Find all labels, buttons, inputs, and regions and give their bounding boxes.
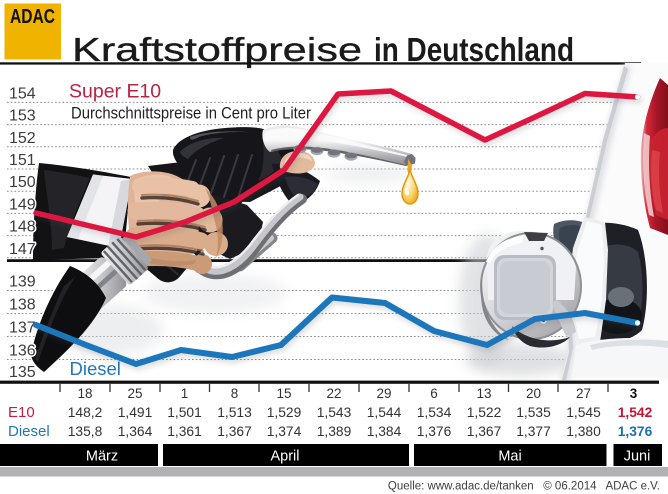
svg-text:E10: E10 bbox=[8, 404, 35, 421]
svg-text:1,535: 1,535 bbox=[516, 405, 551, 420]
svg-text:April: April bbox=[270, 449, 299, 465]
svg-text:27: 27 bbox=[576, 386, 591, 401]
svg-text:in Deutschland: in Deutschland bbox=[374, 31, 574, 68]
svg-text:154: 154 bbox=[9, 85, 36, 102]
svg-text:8: 8 bbox=[231, 386, 239, 401]
svg-text:1,389: 1,389 bbox=[317, 424, 352, 439]
svg-text:149: 149 bbox=[9, 196, 36, 213]
svg-text:1,374: 1,374 bbox=[267, 424, 302, 439]
svg-text:ADAC: ADAC bbox=[10, 6, 55, 28]
svg-text:135,8: 135,8 bbox=[68, 424, 103, 439]
svg-text:Diesel: Diesel bbox=[8, 423, 50, 440]
svg-text:29: 29 bbox=[376, 386, 391, 401]
svg-text:15: 15 bbox=[276, 386, 291, 401]
svg-text:1,364: 1,364 bbox=[118, 424, 153, 439]
svg-text:1,491: 1,491 bbox=[118, 405, 153, 420]
svg-text:152: 152 bbox=[9, 130, 36, 147]
svg-text:Kraftstoffpreise: Kraftstoffpreise bbox=[72, 31, 362, 68]
svg-text:1,543: 1,543 bbox=[317, 405, 352, 420]
svg-text:Diesel: Diesel bbox=[70, 358, 121, 379]
svg-text:1,534: 1,534 bbox=[417, 405, 452, 420]
svg-text:148: 148 bbox=[9, 219, 36, 236]
svg-text:3: 3 bbox=[630, 386, 638, 401]
svg-text:Mai: Mai bbox=[498, 449, 521, 465]
svg-text:18: 18 bbox=[77, 386, 92, 401]
svg-text:1,545: 1,545 bbox=[566, 405, 601, 420]
svg-text:13: 13 bbox=[476, 386, 491, 401]
svg-text:1,529: 1,529 bbox=[267, 405, 302, 420]
svg-text:1,377: 1,377 bbox=[516, 424, 551, 439]
svg-text:25: 25 bbox=[127, 386, 142, 401]
svg-text:März: März bbox=[86, 449, 118, 465]
svg-text:138: 138 bbox=[9, 297, 36, 314]
svg-text:1,542: 1,542 bbox=[618, 405, 653, 420]
svg-text:Durchschnittspreise in Cent pr: Durchschnittspreise in Cent pro Liter bbox=[71, 105, 312, 123]
svg-text:Quelle: www.adac.de/tanken ©: Quelle: www.adac.de/tanken © 06.2014 ADA… bbox=[388, 481, 660, 493]
svg-text:1,544: 1,544 bbox=[367, 405, 402, 420]
svg-text:1: 1 bbox=[181, 386, 189, 401]
svg-text:1,376: 1,376 bbox=[417, 424, 452, 439]
svg-text:1,501: 1,501 bbox=[167, 405, 202, 420]
svg-text:153: 153 bbox=[9, 108, 36, 125]
svg-text:135: 135 bbox=[9, 364, 36, 381]
svg-text:137: 137 bbox=[9, 320, 36, 337]
svg-text:1,367: 1,367 bbox=[467, 424, 502, 439]
svg-text:6: 6 bbox=[430, 386, 438, 401]
svg-text:136: 136 bbox=[9, 343, 36, 360]
svg-text:1,384: 1,384 bbox=[367, 424, 402, 439]
svg-text:1,376: 1,376 bbox=[618, 424, 653, 439]
svg-text:Juni: Juni bbox=[624, 449, 651, 465]
svg-text:1,367: 1,367 bbox=[217, 424, 252, 439]
svg-text:147: 147 bbox=[9, 241, 36, 258]
svg-text:1,361: 1,361 bbox=[167, 424, 202, 439]
svg-text:20: 20 bbox=[526, 386, 541, 401]
svg-text:22: 22 bbox=[326, 386, 341, 401]
svg-text:139: 139 bbox=[9, 274, 36, 291]
svg-text:Super E10: Super E10 bbox=[69, 80, 161, 102]
svg-text:148,2: 148,2 bbox=[68, 405, 103, 420]
svg-text:1,380: 1,380 bbox=[566, 424, 601, 439]
svg-text:1,522: 1,522 bbox=[467, 405, 502, 420]
svg-text:150: 150 bbox=[9, 174, 36, 191]
svg-text:151: 151 bbox=[9, 152, 36, 169]
svg-text:1,513: 1,513 bbox=[217, 405, 252, 420]
